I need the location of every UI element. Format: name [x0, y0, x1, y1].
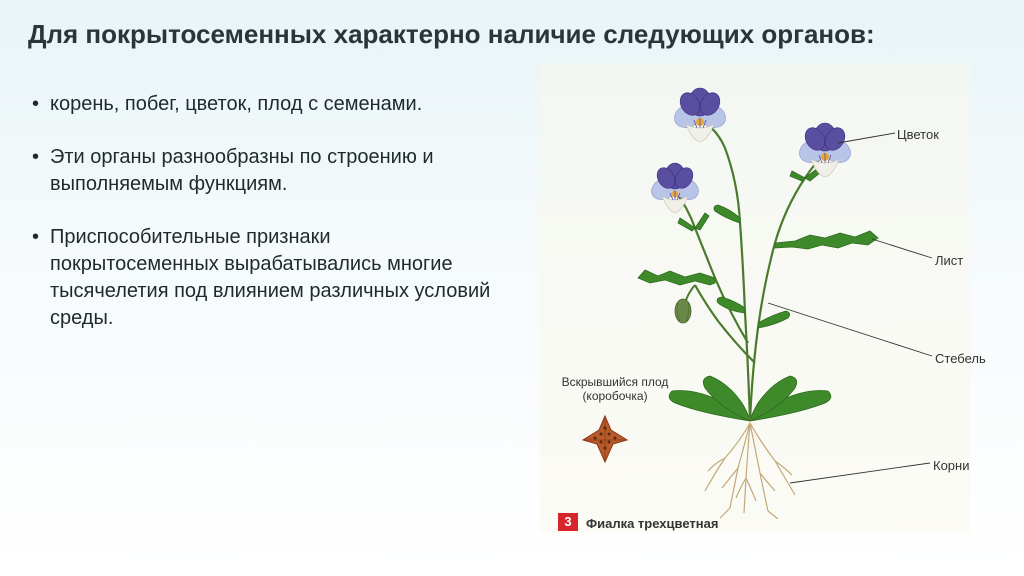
label-roots: Корни — [933, 458, 969, 473]
bullet-item: Приспособительные признаки покрытосеменн… — [28, 224, 500, 332]
bullet-item: Эти органы разнообразны по строению и вы… — [28, 144, 500, 198]
bullet-list: корень, побег, цветок, плод с семенами. … — [20, 73, 500, 533]
content-area: корень, побег, цветок, плод с семенами. … — [0, 63, 1024, 533]
fruit-caption-line1: Вскрывшийся плод — [562, 375, 669, 389]
fruit-caption: Вскрывшийся плод (коробочка) — [555, 375, 675, 404]
label-leaf: Лист — [935, 253, 963, 268]
slide-title: Для покрытосеменных характерно наличие с… — [0, 0, 1024, 63]
plant-diagram: Цветок Лист Стебель Корни Вскрывшийся пл… — [500, 73, 1004, 533]
species-name: Фиалка трехцветная — [586, 516, 718, 531]
label-stem: Стебель — [935, 351, 986, 366]
fruit-caption-line2: (коробочка) — [582, 389, 647, 403]
label-flower: Цветок — [897, 127, 939, 142]
figure-index: 3 — [558, 513, 578, 531]
bullet-item: корень, побег, цветок, плод с семенами. — [28, 91, 500, 118]
